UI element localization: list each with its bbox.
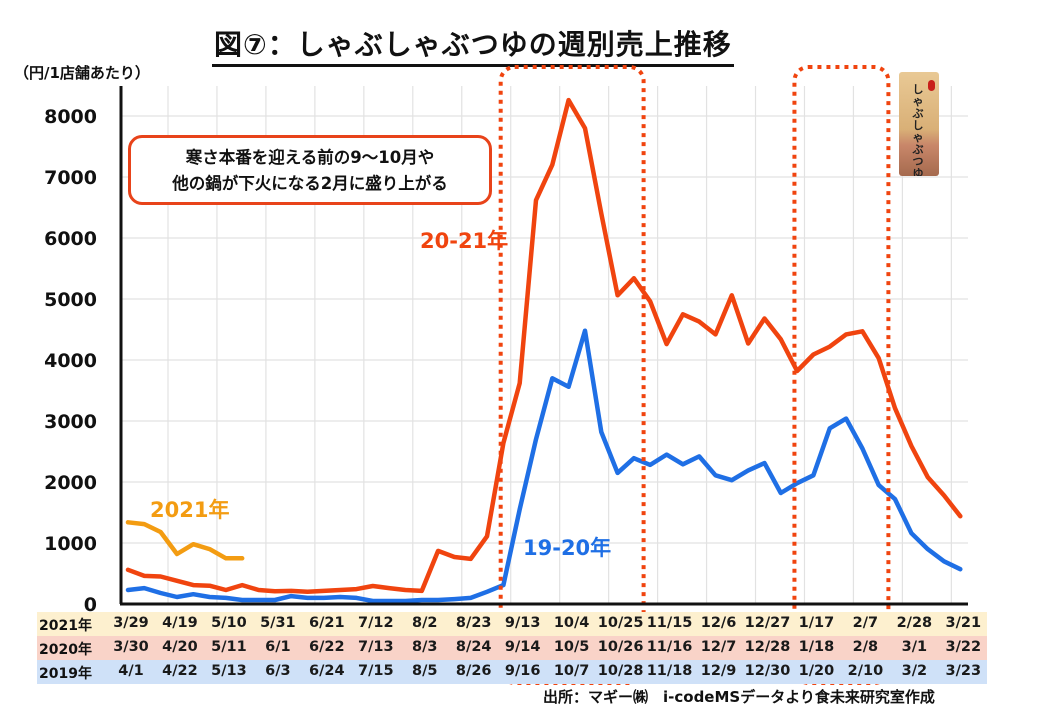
date-label: 5/11: [211, 639, 247, 655]
date-label: 12/9: [700, 663, 737, 679]
product-package-label: しゃぶしゃぶつゆ: [912, 83, 924, 177]
date-label: 6/1: [265, 639, 291, 655]
date-label: 4/1: [118, 663, 144, 679]
date-label: 6/22: [309, 639, 345, 655]
y-tick-label: 0: [84, 594, 97, 616]
date-label: 12/27: [744, 615, 791, 631]
date-label: 4/20: [162, 639, 198, 655]
y-tick-label: 1000: [44, 533, 97, 555]
row-year-label: 2020年: [39, 642, 92, 658]
date-label: 3/23: [945, 663, 982, 679]
date-label: 4/19: [162, 615, 198, 631]
date-label: 10/25: [597, 615, 644, 631]
date-label: 8/5: [412, 663, 438, 679]
date-label: 7/13: [358, 639, 394, 655]
date-label: 9/14: [504, 639, 541, 655]
highlight-box-2: [792, 65, 891, 685]
date-label: 5/31: [260, 615, 296, 631]
date-label: 2/7: [852, 615, 879, 631]
date-label: 12/28: [744, 639, 791, 655]
annotation-callout: 寒さ本番を迎える前の9～10月や 他の鍋が下火になる2月に盛り上がる: [128, 135, 492, 205]
y-tick-label: 3000: [44, 411, 97, 433]
date-label: 10/7: [553, 663, 590, 679]
date-label: 10/26: [597, 639, 644, 655]
callout-line-1: 寒さ本番を迎える前の9～10月や: [185, 148, 435, 167]
y-tick-label: 5000: [44, 289, 97, 311]
callout-line-2: 他の鍋が下火になる2月に盛り上がる: [172, 174, 448, 193]
date-label: 2/8: [852, 639, 879, 655]
date-label: 2/10: [847, 663, 884, 679]
legend-label-2021: 2021年: [150, 498, 230, 522]
date-label: 4/22: [162, 663, 198, 679]
date-label: 3/21: [945, 615, 982, 631]
date-label: 5/10: [211, 615, 247, 631]
legend-label-20-21: 20-21年: [420, 229, 509, 253]
x-axis-date-table: 2021年 3/29 4/19 5/10 5/31 6/21 7/12 8/2 8/23 9/1…: [37, 612, 987, 684]
y-tick-label: 6000: [44, 228, 97, 250]
date-label: 10/4: [553, 615, 590, 631]
date-label: 3/30: [113, 639, 149, 655]
date-label: 8/24: [455, 639, 492, 655]
y-axis-unit-label: （円/1店舗あたり）: [14, 64, 150, 82]
date-label: 11/18: [646, 663, 693, 679]
date-label: 8/26: [455, 663, 492, 679]
date-label: 8/2: [412, 615, 438, 631]
date-label: 3/22: [945, 639, 982, 655]
date-label: 3/29: [113, 615, 149, 631]
y-tick-label: 4000: [44, 350, 97, 372]
series-line-20-21: [125, 97, 963, 595]
highlight-boxes: [498, 65, 891, 685]
y-tick-label: 2000: [44, 472, 97, 494]
date-label: 6/24: [309, 663, 345, 679]
date-row-2020: 2020年 3/30 4/20 5/11 6/1 6/22 7/13 8/3 8/24 9/14…: [37, 636, 987, 660]
date-label: 10/5: [553, 639, 590, 655]
series-lines: [125, 97, 963, 604]
date-label: 11/16: [646, 639, 693, 655]
row-year-label: 2021年: [39, 618, 92, 634]
date-label: 12/7: [700, 639, 737, 655]
y-tick-labels: 0 1000 2000 3000 4000 5000 6000 7000 8000: [44, 106, 97, 616]
date-label: 6/21: [309, 615, 345, 631]
date-label: 12/30: [744, 663, 791, 679]
date-label: 12/6: [700, 615, 737, 631]
date-label: 10/28: [597, 663, 644, 679]
date-label: 3/1: [901, 639, 928, 655]
date-label: 8/3: [412, 639, 438, 655]
date-label: 9/13: [504, 615, 541, 631]
row-year-label: 2019年: [39, 666, 92, 682]
series-line-2021: [125, 520, 245, 561]
date-label: 2/28: [896, 615, 933, 631]
date-label: 8/23: [455, 615, 492, 631]
date-label: 1/20: [798, 663, 835, 679]
date-label: 5/13: [211, 663, 247, 679]
date-label: 3/2: [901, 663, 928, 679]
date-label: 1/17: [798, 615, 835, 631]
y-tick-label: 7000: [44, 167, 97, 189]
date-label: 7/15: [358, 663, 394, 679]
source-note: 出所：マギー㈱ i-codeMSデータより食未来研究室作成: [543, 688, 935, 706]
series-line-19-20: [125, 328, 963, 604]
date-label: 6/3: [265, 663, 291, 679]
date-label: 7/12: [358, 615, 394, 631]
date-label: 1/18: [798, 639, 835, 655]
date-row-2019: 2019年 4/1 4/22 5/13 6/3 6/24 7/15 8/5 8/26 9/16 1…: [37, 660, 987, 684]
brand-logo-icon: [928, 80, 935, 91]
chart-title: 図⑦：しゃぶしゃぶつゆの週別売上推移: [212, 26, 734, 67]
y-tick-label: 8000: [44, 106, 97, 128]
product-package-image: しゃぶしゃぶつゆ: [899, 72, 939, 176]
date-label: 11/15: [646, 615, 693, 631]
date-row-2021: 2021年 3/29 4/19 5/10 5/31 6/21 7/12 8/2 8/23 9/1…: [37, 612, 987, 636]
legend-label-19-20: 19-20年: [523, 536, 612, 560]
date-label: 9/16: [504, 663, 541, 679]
